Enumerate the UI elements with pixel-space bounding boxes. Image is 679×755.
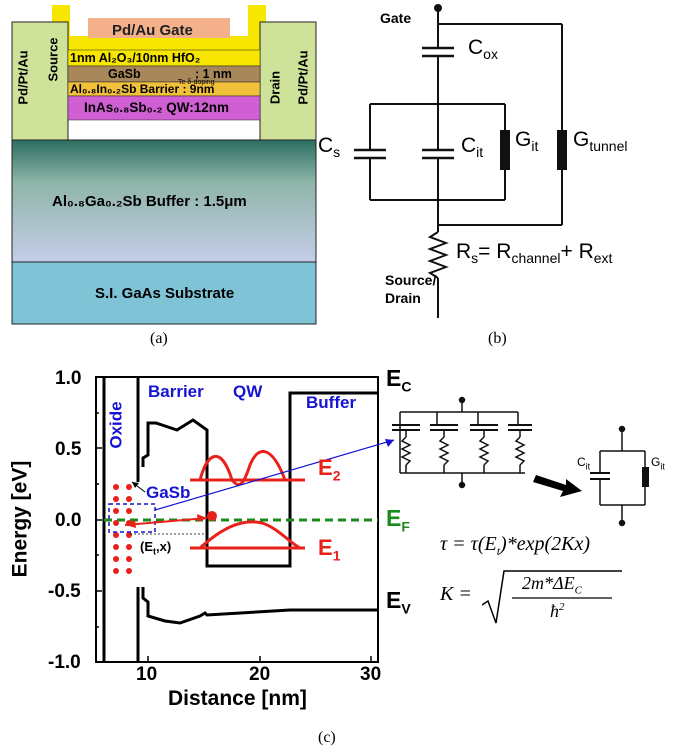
substrate-layer-label: S.I. GaAs Substrate <box>95 285 235 302</box>
et-x-label: (Et,x) <box>140 539 172 557</box>
barrier-label: Barrier <box>148 382 204 401</box>
git-element <box>500 130 510 170</box>
x-tick-2: 20 <box>249 664 271 685</box>
source-contact <box>11 21 69 141</box>
substrate-layer <box>11 261 317 325</box>
band-diagram <box>95 376 649 663</box>
oxide-label: Oxide <box>106 401 126 449</box>
ec-label: EC <box>386 365 412 395</box>
drain-metal-label: Pd/Pt/Au <box>295 50 311 105</box>
e2-label: E2 <box>318 455 341 484</box>
gtunnel-label: Gtunnel <box>573 128 628 155</box>
cs-label: Cs <box>318 134 341 161</box>
panel-b: Gate Cox Cs Cit Git Gtunnel Rs= Rchannel… <box>318 0 679 350</box>
gasb-thickness-label: : 1 nm <box>195 67 232 81</box>
cit-label: Cit <box>461 134 484 161</box>
drain-label: Drain <box>267 70 283 105</box>
caption-b: (b) <box>488 330 507 347</box>
source-drain-label-2: Drain <box>385 290 421 306</box>
gasb-label: GaSb <box>146 483 191 502</box>
y-tick-2: 0.5 <box>55 439 82 460</box>
distributed-circuit <box>392 396 532 489</box>
source-metal-label: Pd/Pt/Au <box>15 50 31 105</box>
e1-label: E1 <box>318 535 341 564</box>
qw-layer <box>67 95 261 121</box>
y-tick-1: 1.0 <box>55 368 82 389</box>
layer-stack-diagram <box>11 5 317 325</box>
small-git-label: Git <box>651 455 665 472</box>
delta-doping-label: Te δ-doping <box>178 79 215 86</box>
gate-label: Pd/Au Gate <box>112 22 193 39</box>
barrier-layer-label: Al₀.₈In₀.₂Sb Barrier : 9nm <box>70 82 215 96</box>
equivalent-circuit <box>354 4 567 318</box>
x-tick-1: 10 <box>136 664 158 685</box>
ev-label: EV <box>386 587 411 617</box>
oxide-layer-label: 1nm Al₂O₃/10nm HfO₂ <box>70 51 201 65</box>
ef-label: EF <box>386 505 410 535</box>
buffer-label: Buffer <box>306 393 357 412</box>
rs-equation: Rs= Rchannel+ Rext <box>456 240 613 267</box>
source-label: Source <box>45 37 61 82</box>
k-equation: K = 2m*ΔEC ħ2 <box>440 567 640 627</box>
buffer-layer-label: Al₀.₈Ga₀.₂Sb Buffer : 1.5μm <box>52 193 247 210</box>
small-cit-label: Cit <box>577 455 591 472</box>
x-axis-label: Distance [nm] <box>168 687 307 710</box>
y-tick-4: -0.5 <box>48 581 81 602</box>
y-axis-label: Energy [eV] <box>8 460 32 578</box>
buffer-layer <box>11 139 317 263</box>
gasb-layer-label: GaSb <box>108 67 141 81</box>
gate-block <box>88 18 230 38</box>
y-tick-5: -1.0 <box>48 652 81 673</box>
gate-terminal-label: Gate <box>380 10 412 26</box>
axis-ticks <box>96 376 372 663</box>
cox-label: Cox <box>468 36 498 63</box>
band-edges <box>102 377 378 662</box>
trap-states <box>113 484 217 574</box>
subband-levels <box>190 450 305 550</box>
source-drain-label-1: Source/ <box>385 272 437 288</box>
small-circuit <box>590 425 646 527</box>
selection-box <box>108 503 156 533</box>
tunnel-arrow <box>124 517 208 526</box>
x-tick-3: 30 <box>360 664 382 685</box>
panel-c: 1.0 0.5 0.0 -0.5 -1.0 10 20 30 Energy [e… <box>0 355 679 755</box>
caption-c: (c) <box>318 729 336 746</box>
big-arrow <box>533 475 582 497</box>
tau-equation: τ = τ(Et)*exp(2Kx) <box>440 533 590 558</box>
y-tick-3: 0.0 <box>55 510 82 531</box>
qw-layer-label: InAs₀.₈Sb₀.₂ QW:12nm <box>84 100 230 115</box>
panel-a: Pd/Au Gate Pd/Pt/Au Source Drain Pd/Pt/A… <box>0 0 330 350</box>
sqrt-sign <box>482 570 622 624</box>
git-label: Git <box>515 128 539 155</box>
gate-metal-frame <box>52 5 266 52</box>
drain-contact <box>259 21 317 141</box>
caption-a: (a) <box>150 330 168 347</box>
qw-label: QW <box>233 382 263 401</box>
zoom-arrow <box>154 439 395 511</box>
gtunnel-element <box>557 130 567 170</box>
